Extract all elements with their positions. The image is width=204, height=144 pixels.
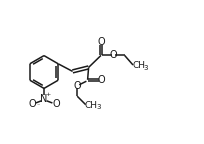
Text: N: N: [40, 94, 48, 104]
Text: O: O: [28, 99, 36, 109]
Text: CH: CH: [132, 61, 145, 71]
Text: +: +: [46, 92, 51, 97]
Text: O: O: [109, 50, 117, 60]
Text: O: O: [98, 75, 105, 85]
Text: O: O: [73, 81, 81, 91]
Text: O: O: [52, 99, 60, 109]
Text: 3: 3: [143, 65, 148, 71]
Text: CH: CH: [85, 101, 98, 110]
Text: 3: 3: [96, 104, 100, 110]
Text: ⁻: ⁻: [36, 105, 40, 110]
Text: O: O: [97, 37, 105, 47]
